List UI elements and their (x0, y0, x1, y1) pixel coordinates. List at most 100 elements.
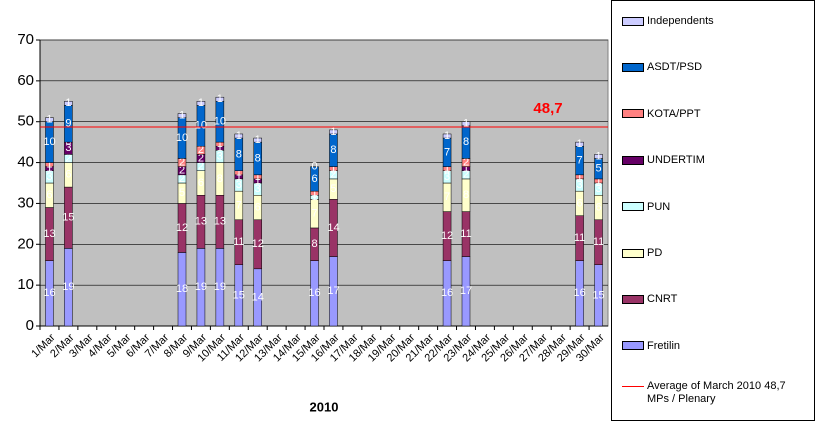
data-label: 5 (179, 187, 185, 199)
data-label: 7 (577, 154, 583, 166)
data-label: 7 (311, 208, 317, 220)
data-label: 11 (233, 236, 244, 248)
legend-swatch (622, 294, 644, 304)
data-label: 15 (592, 289, 604, 301)
data-label: 6 (198, 177, 204, 189)
legend: Independents ASDT/PSD KOTA/PPT UNDERTIM PUN P… (611, 0, 815, 421)
data-label: 1 (217, 93, 223, 105)
data-label: 14 (327, 222, 339, 234)
data-label: 1 (311, 187, 317, 199)
x-axis-label: 2010 (310, 399, 339, 414)
y-tick-label: 20 (17, 235, 34, 252)
bar-segment (442, 133, 452, 139)
legend-entry: PUN (622, 201, 670, 213)
data-label: 11 (460, 228, 471, 240)
legend-entry: CNRT (622, 293, 677, 305)
legend-entry: Independents (622, 15, 714, 27)
data-label: 12 (441, 230, 453, 242)
y-tick-label: 60 (17, 72, 34, 89)
data-label: 1 (255, 175, 261, 187)
data-label: 16 (308, 287, 320, 299)
data-label: 1 (46, 159, 52, 171)
data-label: 1 (595, 175, 601, 187)
bar-segment (177, 113, 187, 118)
bar-segment (310, 166, 319, 192)
legend-label: PD (647, 247, 663, 259)
y-tick-label: 40 (17, 154, 34, 171)
bar-segment (64, 101, 73, 106)
data-label: 10 (195, 120, 207, 132)
data-label: 1 (65, 97, 71, 109)
data-label: 12 (176, 222, 188, 234)
y-tick-label: 10 (17, 276, 34, 293)
data-label: 1 (198, 97, 204, 109)
data-label: 13 (43, 228, 55, 240)
data-label: 6 (595, 201, 601, 213)
data-label: 15 (62, 212, 74, 224)
bar-segment (594, 154, 603, 159)
data-label: 11 (593, 236, 604, 248)
y-tick-label: 0 (26, 317, 34, 334)
data-label: 2 (65, 152, 71, 164)
data-label: 8 (236, 148, 242, 160)
data-label: 3 (46, 171, 52, 183)
data-label: 1 (46, 114, 52, 126)
data-label: 3 (444, 171, 450, 183)
data-label: 2 (330, 169, 336, 181)
chart: 2010 0102030405060701/Mar161363111012/Ma… (17, 31, 609, 414)
data-label: 6 (65, 169, 71, 181)
legend-swatch (622, 155, 644, 165)
data-label: 5 (330, 183, 336, 195)
bar-segment (234, 133, 244, 139)
data-label: 9 (65, 118, 71, 130)
legend-entry: PD (622, 247, 662, 259)
bar-segment (329, 129, 338, 135)
legend-swatch (622, 341, 644, 351)
data-label: 2 (198, 144, 204, 156)
data-label: 17 (460, 285, 472, 297)
data-label: 1 (179, 109, 185, 121)
legend-label: Fretilin (647, 339, 681, 352)
plot-area (39, 39, 609, 327)
data-label: 1 (577, 171, 583, 183)
data-label: 13 (195, 216, 207, 228)
data-label: 3 (217, 150, 223, 162)
data-label: 8 (463, 136, 469, 148)
y-tick-label: 30 (17, 194, 34, 211)
data-label: 2 (463, 169, 469, 181)
legend-entry: UNDERTIM (622, 154, 705, 166)
data-label: 3 (65, 142, 71, 154)
data-label: 17 (327, 285, 339, 297)
data-label: 1 (236, 167, 242, 179)
legend-swatch (622, 109, 644, 119)
data-label: 1 (463, 118, 469, 130)
data-label: 1 (444, 130, 450, 142)
data-label: 8 (255, 152, 261, 164)
data-label: 14 (252, 291, 264, 303)
data-label: 1 (444, 163, 450, 175)
bar-segment (196, 101, 206, 106)
data-label: 2 (463, 156, 469, 168)
y-tick-label: 70 (17, 31, 34, 48)
data-label: 10 (176, 132, 188, 144)
data-label: 3 (236, 179, 242, 191)
legend-label: KOTA/PPT (647, 107, 701, 120)
legend-entry: KOTA/PPT (622, 108, 701, 120)
data-label: 8 (217, 173, 223, 185)
legend-label: PUN (647, 200, 671, 213)
data-label: 2 (179, 173, 185, 185)
data-label: 0 (311, 161, 317, 173)
data-label: 16 (441, 287, 453, 299)
data-label: 8 (330, 144, 336, 156)
data-label: 7 (444, 146, 450, 158)
bar-segment (461, 121, 471, 127)
legend-label: CNRT (647, 293, 678, 306)
data-label: 2 (198, 161, 204, 173)
data-label: 10 (214, 116, 226, 128)
data-label: 8 (311, 238, 317, 250)
data-label: 13 (214, 216, 226, 228)
data-label: 3 (255, 183, 261, 195)
bar-segment (253, 137, 262, 143)
data-label: 1 (463, 163, 469, 175)
